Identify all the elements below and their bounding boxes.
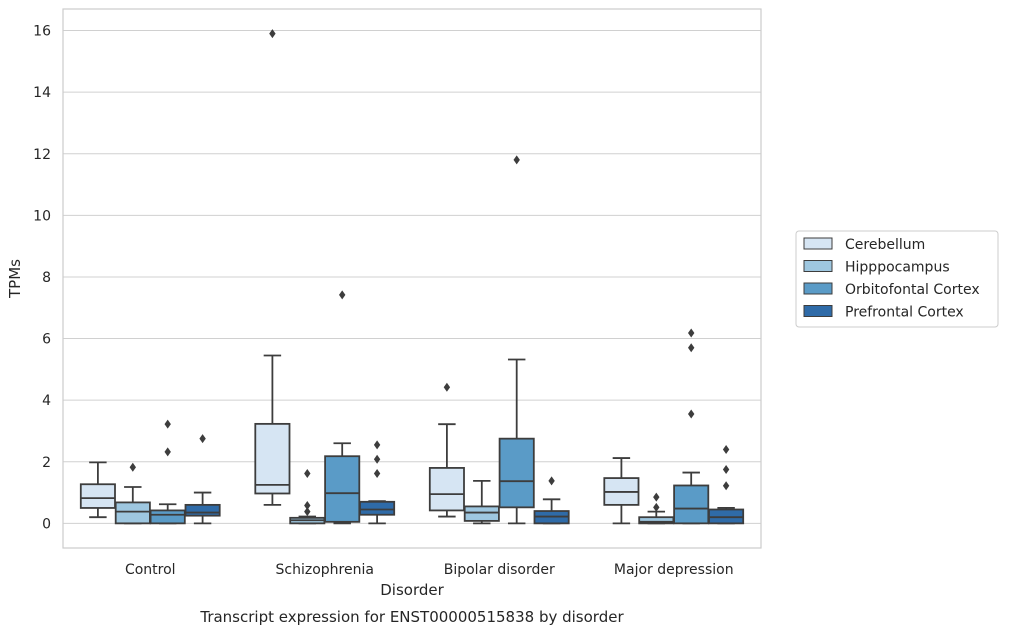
y-tick-label: 16 [33, 24, 51, 40]
outlier-point [688, 409, 695, 419]
box [428, 382, 465, 518]
outlier-point [722, 481, 730, 491]
box [603, 457, 640, 525]
outlier-point [722, 444, 730, 454]
outlier-point [199, 434, 206, 444]
legend: Cerebellum Hipppocampus Orbitofontal Corte… [795, 230, 999, 328]
box-body [324, 455, 361, 523]
legend-swatch [803, 237, 833, 250]
y-tick-label: 6 [42, 332, 51, 348]
x-axis-label: Disorder [380, 581, 444, 599]
box-body [114, 501, 151, 525]
box-body [463, 505, 500, 522]
y-tick-label: 8 [42, 270, 51, 286]
outlier-point [373, 468, 381, 478]
outlier-point [373, 454, 381, 464]
outlier-point [722, 464, 730, 474]
box [289, 468, 326, 525]
box [359, 440, 396, 525]
box [533, 476, 570, 525]
legend-swatch [803, 282, 833, 295]
box-body [149, 509, 186, 525]
outlier-point [304, 507, 311, 517]
grid [63, 30, 761, 524]
box [184, 434, 221, 525]
outlier-point [513, 155, 520, 165]
y-tick-label: 4 [42, 393, 51, 409]
y-tick-label: 0 [42, 516, 51, 532]
box [114, 462, 151, 525]
outlier-point [688, 328, 695, 338]
outlier-point [653, 492, 660, 502]
box [673, 328, 710, 525]
outlier-point [164, 419, 171, 429]
box-body [428, 467, 465, 512]
box [324, 290, 361, 525]
outlier-point [304, 468, 311, 478]
outlier-point [688, 343, 695, 353]
outlier-point [373, 440, 381, 450]
outlier-point [548, 476, 555, 486]
outlier-point [304, 500, 311, 510]
x-tick-label: Control [125, 562, 176, 578]
plot-frame [62, 8, 762, 549]
outlier-point [164, 447, 171, 457]
box-body [79, 483, 116, 509]
legend-label: Hipppocampus [845, 260, 950, 276]
chart-caption: Transcript expression for ENST0000051583… [199, 608, 624, 626]
box-body [359, 500, 396, 516]
box [708, 444, 745, 525]
box [149, 419, 186, 525]
outlier-point [339, 290, 346, 300]
box-body [184, 503, 221, 517]
box-body [254, 422, 291, 495]
x-tick-label: Bipolar disorder [444, 562, 555, 578]
y-tick-label: 10 [33, 208, 51, 224]
x-tick-label: Major depression [614, 562, 734, 578]
legend-label: Orbitofontal Cortex [845, 282, 980, 298]
outlier-point [653, 502, 660, 512]
outlier-point [443, 382, 451, 392]
y-axis-label: TPMs [6, 259, 24, 299]
outlier-point [129, 462, 136, 472]
box [463, 479, 500, 525]
x-axis-ticks: Control Schizophrenia Bipolar disorder Majo… [125, 562, 734, 578]
box [79, 461, 116, 519]
outlier-point [269, 29, 276, 39]
box [254, 29, 291, 506]
legend-label: Prefrontal Cortex [845, 305, 964, 321]
y-tick-label: 14 [33, 85, 51, 101]
box-body [673, 484, 710, 525]
legend-swatch [803, 260, 833, 272]
y-tick-label: 12 [33, 147, 51, 163]
legend-label: Cerebellum [845, 237, 925, 253]
box [498, 155, 535, 525]
box [638, 492, 675, 525]
legend-frame [795, 230, 999, 328]
boxes [79, 29, 745, 525]
y-axis-ticks: 0 2 4 6 8 10 12 14 16 [33, 24, 51, 533]
legend-swatch [803, 305, 833, 317]
x-tick-label: Schizophrenia [276, 562, 374, 578]
box-body [498, 437, 535, 509]
y-tick-label: 2 [42, 455, 51, 471]
